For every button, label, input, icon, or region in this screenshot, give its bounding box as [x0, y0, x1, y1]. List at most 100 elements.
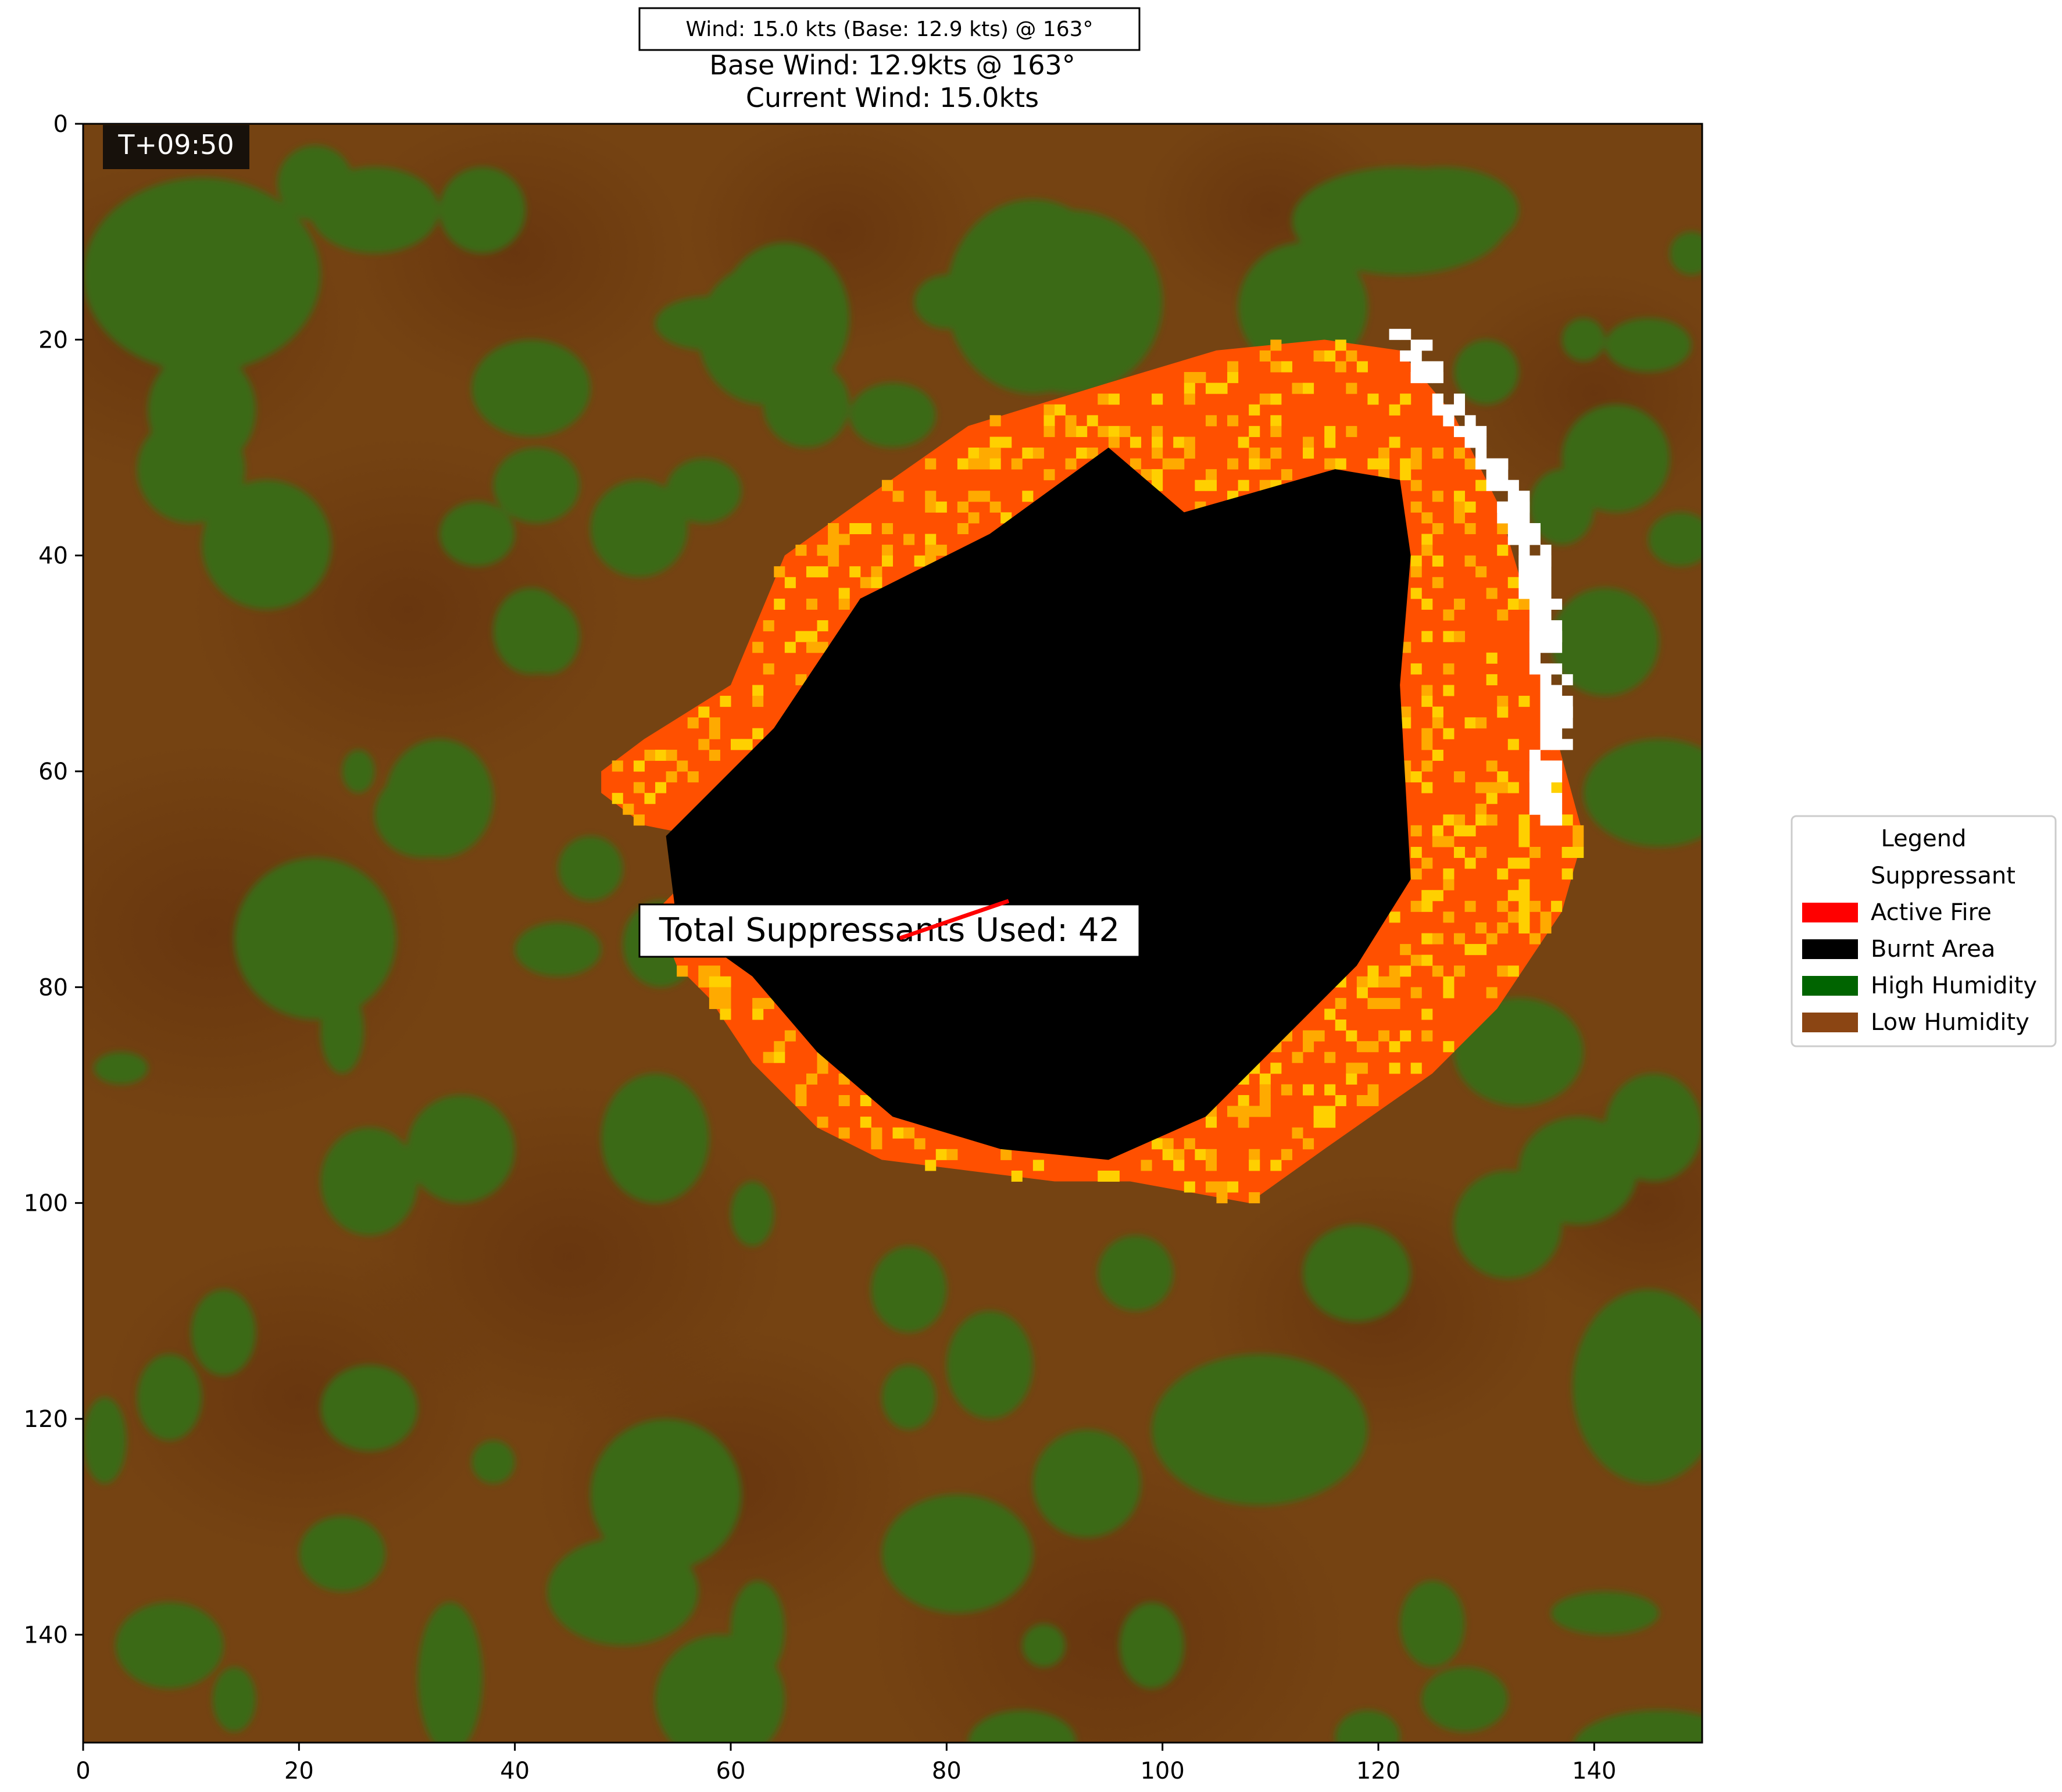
fire-hot-cell — [1410, 771, 1422, 783]
fire-hot-cell — [1421, 512, 1433, 524]
fire-hot-cell — [1389, 965, 1400, 977]
high-humidity-patch — [590, 1419, 742, 1570]
fire-hot-cell — [774, 1051, 785, 1063]
fire-hot-cell — [1152, 448, 1163, 459]
fire-hot-cell — [1098, 425, 1109, 437]
fire-hot-cell — [774, 1041, 785, 1053]
fire-hot-cell — [1324, 458, 1336, 470]
fire-hot-cell — [1367, 965, 1379, 977]
fire-hot-cell — [784, 577, 796, 588]
fire-hot-cell — [903, 534, 915, 545]
fire-hot-cell — [1335, 458, 1346, 470]
fire-hot-cell — [1421, 728, 1433, 739]
suppressant-cell — [1529, 631, 1541, 642]
fire-hot-cell — [1443, 663, 1455, 675]
fire-hot-cell — [1259, 1073, 1271, 1085]
fire-hot-cell — [784, 642, 796, 653]
fire-hot-cell — [774, 566, 785, 578]
high-humidity-patch — [1670, 231, 1702, 275]
fire-hot-cell — [817, 620, 828, 632]
high-humidity-patch — [320, 1127, 418, 1236]
fire-hot-cell — [1130, 437, 1142, 448]
fire-hot-cell — [1173, 1149, 1185, 1160]
fire-hot-cell — [1335, 361, 1346, 373]
suppressant-cell — [1540, 674, 1552, 685]
fire-hot-cell — [1227, 1181, 1239, 1193]
fire-hot-cell — [752, 728, 764, 739]
fire-hot-cell — [1497, 965, 1509, 977]
fire-hot-cell — [1065, 425, 1077, 437]
fire-hot-cell — [1055, 404, 1066, 416]
high-humidity-patch — [148, 350, 256, 470]
suppressant-cell — [1464, 425, 1476, 437]
fire-hot-cell — [1184, 437, 1195, 448]
fire-hot-cell — [1497, 523, 1509, 535]
fire-hot-cell — [1324, 437, 1336, 448]
suppressant-cell — [1410, 361, 1422, 373]
fire-hot-cell — [925, 1160, 937, 1171]
fire-hot-cell — [1032, 448, 1044, 459]
legend-label-active-fire: Active Fire — [1871, 899, 1992, 926]
high-humidity-patch — [720, 242, 850, 394]
suppressant-cell — [1529, 642, 1541, 653]
suppressant-cell — [1540, 588, 1552, 599]
fire-hot-cell — [644, 793, 656, 804]
fire-hot-cell — [968, 491, 980, 502]
high-humidity-patch — [558, 836, 623, 901]
fire-hot-cell — [1249, 458, 1260, 470]
suppressant-cell — [1497, 480, 1509, 491]
fire-hot-cell — [1270, 1063, 1282, 1074]
suppressant-count-box: Total Suppressants Used: 42 — [638, 899, 1141, 958]
fire-hot-cell — [1551, 900, 1563, 912]
fire-hot-cell — [1249, 1192, 1260, 1204]
fire-hot-cell — [881, 480, 893, 491]
plot-frame — [82, 123, 1703, 1744]
suppressant-cell — [1475, 458, 1487, 470]
fire-hot-cell — [1453, 512, 1466, 524]
heatmap-plot-area — [83, 124, 1702, 1743]
fire-hot-cell — [1410, 663, 1422, 675]
fire-hot-cell — [1162, 1149, 1174, 1160]
fire-hot-cell — [1259, 394, 1271, 405]
fire-hot-cell — [1292, 1127, 1303, 1139]
fire-hot-cell — [1313, 350, 1325, 362]
suppressant-cell — [1540, 620, 1552, 632]
high-humidity-patch — [309, 167, 439, 253]
fire-hot-cell — [1432, 555, 1443, 567]
fire-hot-cell — [720, 1008, 731, 1020]
fire-hot-cell — [1432, 933, 1443, 945]
fire-hot-cell — [1475, 480, 1487, 491]
fire-hot-cell — [946, 1149, 958, 1160]
fire-hot-cell — [1108, 1170, 1120, 1182]
fire-hot-cell — [612, 793, 623, 804]
fire-hot-cell — [1356, 361, 1368, 373]
high-humidity-patch — [1551, 1591, 1659, 1635]
high-humidity-patch — [493, 448, 580, 523]
chart-title-line2: Current Wind: 15.0kts — [746, 82, 1039, 113]
fire-hot-cell — [1443, 814, 1455, 826]
fire-hot-cell — [795, 1095, 807, 1107]
y-tick-label: 80 — [38, 974, 68, 1001]
fire-hot-cell — [828, 534, 839, 545]
fire-hot-cell — [1270, 415, 1282, 427]
fire-hot-cell — [1076, 425, 1088, 437]
legend-swatch-burnt-area — [1802, 939, 1858, 959]
suppressant-cell — [1507, 480, 1519, 491]
fire-hot-cell — [1453, 825, 1466, 836]
legend-label-low-humidity: Low Humidity — [1871, 1009, 2029, 1036]
high-humidity-patch — [1573, 1289, 1702, 1484]
y-tick-label: 100 — [24, 1190, 68, 1217]
fire-hot-cell — [795, 631, 807, 642]
fire-hot-cell — [1303, 1041, 1314, 1053]
suppressant-cell — [1540, 545, 1552, 556]
suppressant-cell — [1561, 739, 1573, 750]
fire-hot-cell — [1173, 437, 1185, 448]
fire-hot-cell — [1249, 1149, 1260, 1160]
fire-hot-cell — [1486, 933, 1498, 945]
suppressant-cell — [1475, 448, 1487, 459]
fire-hot-cell — [677, 965, 688, 977]
high-humidity-patch — [1561, 318, 1605, 362]
suppressant-cell — [1486, 458, 1498, 470]
fire-hot-cell — [1410, 501, 1422, 513]
fire-hot-cell — [1410, 555, 1422, 567]
